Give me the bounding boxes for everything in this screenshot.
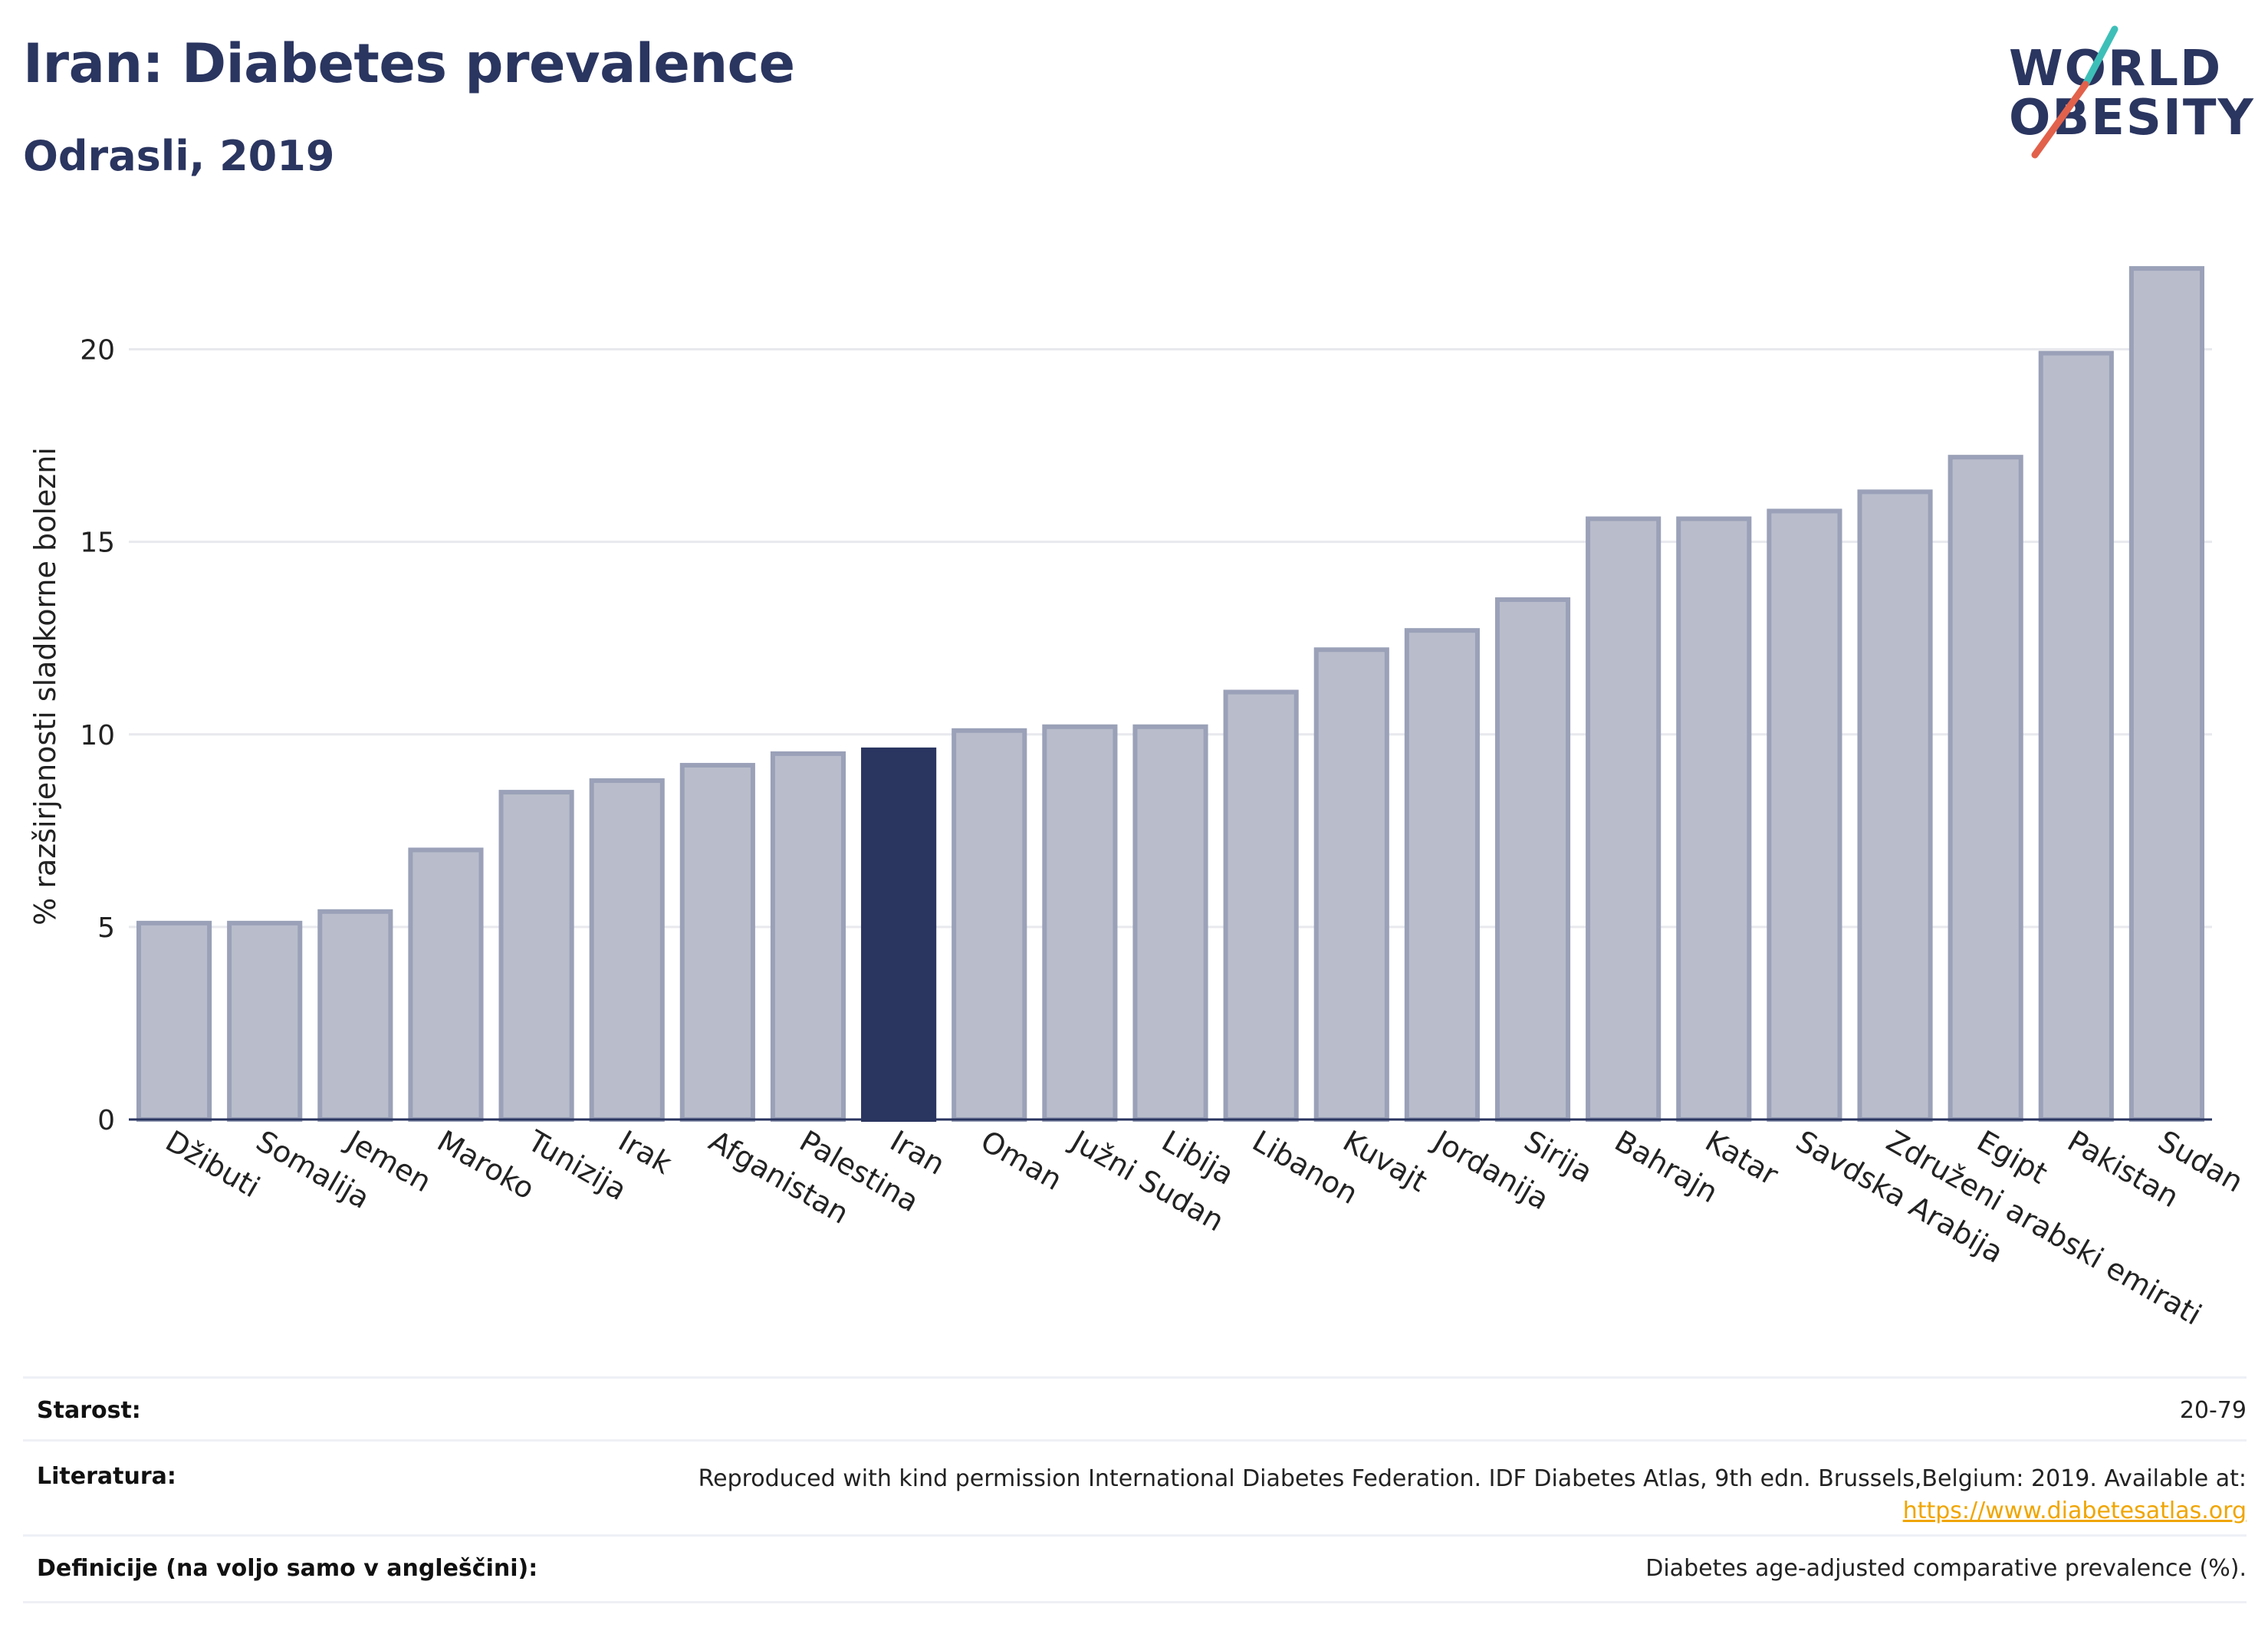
bar-0[interactable]	[136, 920, 212, 1123]
literature-text: Reproduced with kind permission Internat…	[698, 1465, 2247, 1492]
x-tick-label: Bahrajn	[1609, 1124, 1724, 1210]
bar-14[interactable]	[1404, 628, 1480, 1122]
bar-13[interactable]	[1313, 647, 1389, 1122]
footer-row-literature: Literatura: Reproduced with kind permiss…	[23, 1439, 2247, 1537]
age-label: Starost:	[37, 1397, 141, 1424]
y-tick-label: 15	[80, 528, 115, 559]
x-tick-label: Oman	[975, 1124, 1068, 1197]
bar-chart: 05101520DžibutiSomalijaJemenMarokoTunizi…	[28, 266, 2249, 1332]
definitions-label: Definicije (na voljo samo v angleščini):	[37, 1555, 538, 1582]
x-tick-label: Džibuti	[160, 1124, 266, 1205]
bar-10[interactable]	[1042, 724, 1118, 1122]
bar-19[interactable]	[1857, 489, 1933, 1122]
bar-6[interactable]	[679, 762, 755, 1122]
bar-8[interactable]	[861, 747, 937, 1122]
bar-16[interactable]	[1586, 516, 1662, 1122]
bar-3[interactable]	[408, 847, 484, 1122]
bar-9[interactable]	[952, 728, 1027, 1122]
bar-20[interactable]	[1948, 455, 2023, 1122]
bars	[136, 266, 2205, 1123]
bar-18[interactable]	[1767, 508, 1842, 1122]
y-tick-label: 20	[80, 335, 115, 367]
bar-1[interactable]	[227, 920, 303, 1123]
bar-12[interactable]	[1223, 689, 1299, 1122]
y-axis-title: % razširjenosti sladkorne bolezni	[28, 447, 62, 925]
literature-label: Literatura:	[37, 1463, 176, 1490]
literature-value: Reproduced with kind permission Internat…	[698, 1463, 2247, 1527]
footer-row-age: Starost: 20-79	[23, 1376, 2247, 1442]
y-tick-label: 5	[97, 912, 115, 944]
bar-17[interactable]	[1676, 516, 1752, 1122]
age-value: 20-79	[2179, 1397, 2247, 1424]
footer-row-definitions: Definicije (na voljo samo v angleščini):…	[23, 1534, 2247, 1603]
bar-4[interactable]	[498, 790, 574, 1122]
x-tick-label: Tunizija	[521, 1123, 633, 1207]
y-tick-label: 0	[97, 1105, 115, 1136]
bar-11[interactable]	[1132, 724, 1208, 1122]
bar-15[interactable]	[1494, 597, 1571, 1122]
chart-subtitle: Odrasli, 2019	[23, 132, 335, 180]
logo-slash-icon	[2031, 25, 2118, 159]
x-tick-label: Maroko	[432, 1124, 541, 1206]
bar-21[interactable]	[2038, 350, 2114, 1123]
definitions-value: Diabetes age-adjusted comparative preval…	[1645, 1555, 2247, 1582]
bar-7[interactable]	[770, 751, 846, 1123]
y-tick-label: 10	[80, 720, 115, 751]
bar-5[interactable]	[589, 778, 665, 1122]
logo-word-world: WORLD	[2009, 41, 2223, 97]
bar-2[interactable]	[317, 909, 393, 1123]
world-obesity-logo[interactable]: WORLD OBESITY	[2009, 23, 2254, 169]
bar-22[interactable]	[2128, 266, 2205, 1123]
chart-title: Iran: Diabetes prevalence	[23, 32, 795, 95]
diabetes-atlas-link[interactable]: https://www.diabetesatlas.org	[1902, 1498, 2247, 1524]
